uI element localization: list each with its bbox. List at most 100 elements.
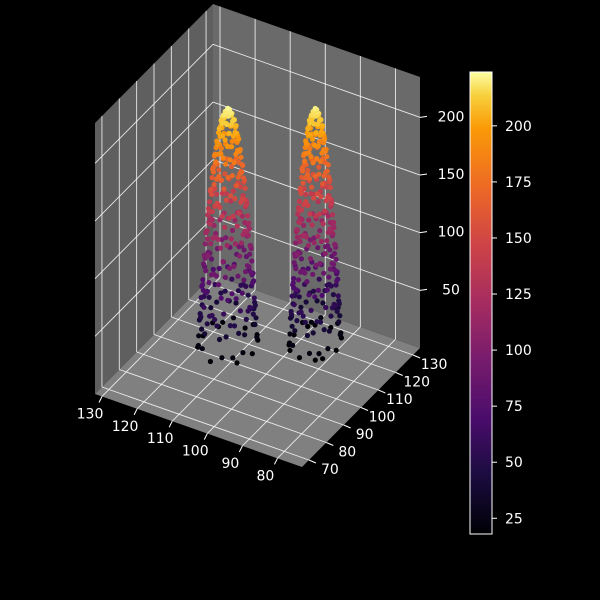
scatter-point — [224, 121, 230, 128]
scatter-point — [316, 276, 322, 282]
scatter-point — [204, 228, 210, 234]
scatter-point — [304, 172, 310, 178]
scatter-point — [322, 250, 328, 257]
scatter-point — [328, 201, 334, 207]
scatter-point — [254, 334, 260, 340]
scatter-point — [233, 151, 239, 157]
scatter-point — [329, 305, 336, 311]
z-tick-label: 50 — [442, 282, 460, 298]
scatter-point — [232, 217, 238, 223]
scatter-point — [200, 282, 206, 288]
scatter-point — [236, 330, 242, 336]
scatter-point — [322, 208, 328, 214]
scatter-point — [326, 328, 332, 334]
scatter-point — [238, 240, 244, 246]
scatter-point — [204, 321, 210, 327]
scatter-point — [232, 196, 238, 202]
z-tick-mark — [419, 231, 428, 234]
scatter-point — [226, 215, 232, 221]
scatter-point — [336, 319, 342, 325]
scatter-point — [222, 137, 228, 143]
scatter-point — [217, 245, 224, 251]
y-tick-label: 120 — [403, 375, 430, 391]
scatter-point — [241, 247, 247, 253]
scatter-point — [287, 347, 293, 353]
scatter-point — [229, 276, 235, 282]
scatter-point — [307, 211, 313, 217]
scatter-point — [220, 155, 226, 161]
scatter-point — [218, 295, 224, 301]
scatter-point — [308, 319, 314, 325]
x-tick-mark — [98, 396, 103, 403]
scatter-point — [203, 268, 209, 274]
grid-line — [153, 334, 362, 408]
z-tick-label: 150 — [438, 167, 465, 183]
scatter-point — [228, 122, 234, 128]
scatter-point — [332, 241, 338, 247]
scatter-point — [333, 347, 339, 353]
scatter-point — [223, 334, 229, 340]
scatter-point — [306, 217, 312, 223]
scatter-point — [325, 162, 331, 168]
scatter-point — [296, 219, 303, 225]
scatter-point — [196, 333, 202, 339]
scatter-point — [289, 293, 295, 299]
scatter-point — [318, 238, 325, 244]
scatter-point — [215, 141, 221, 147]
scatter-point — [312, 173, 318, 179]
scatter-point — [303, 191, 309, 197]
scatter-point — [222, 224, 228, 230]
scatter-point — [235, 288, 241, 294]
scatter-point — [304, 279, 310, 285]
scatter-point — [216, 167, 222, 173]
scatter-point — [228, 198, 234, 204]
scatter-point — [310, 136, 316, 142]
scatter-point — [335, 293, 341, 299]
scatter-point — [227, 323, 233, 329]
scatter-point — [213, 191, 220, 197]
scatter-point — [303, 299, 309, 305]
scatter-point — [327, 184, 333, 191]
x-tick-label: 90 — [221, 456, 239, 472]
scatter-point — [230, 315, 237, 321]
scatter-point — [331, 250, 338, 257]
scatter-point — [321, 270, 327, 276]
colorbar-tick-label: 100 — [505, 343, 532, 359]
scatter-point — [219, 355, 225, 361]
scatter-point — [201, 304, 207, 310]
scatter-point — [216, 265, 222, 272]
scatter-point — [230, 133, 236, 139]
scatter-point — [305, 167, 311, 173]
scatter-point — [318, 194, 324, 200]
grid-line — [94, 44, 214, 164]
scatter-point — [313, 213, 319, 219]
y-tick-label: 80 — [338, 445, 356, 461]
scatter-point — [229, 227, 236, 233]
scatter-point — [245, 292, 251, 298]
scatter-point — [243, 202, 249, 208]
scatter-point — [238, 154, 244, 160]
scatter-point — [321, 327, 327, 333]
scatter-point — [320, 300, 326, 306]
scatter-point — [231, 263, 237, 270]
scatter-point — [307, 132, 314, 138]
scatter-point — [315, 233, 321, 239]
scatter-point — [294, 318, 300, 324]
scatter-point — [312, 294, 318, 300]
y-tick-mark — [395, 372, 403, 376]
scatter-point — [296, 294, 302, 300]
y-tick-mark — [378, 389, 386, 394]
y-tick-mark — [326, 442, 334, 446]
scatter-point — [221, 311, 227, 317]
scatter-point — [209, 191, 215, 198]
scatter-point — [222, 171, 228, 177]
scatter-point — [229, 173, 235, 179]
scatter-point — [306, 176, 313, 182]
scatter-point — [292, 328, 298, 334]
scatter-point — [312, 105, 318, 112]
scatter-point — [313, 113, 319, 119]
scatter-point — [219, 213, 225, 219]
colorbar-tick-label: 50 — [505, 455, 523, 471]
scatter-point — [297, 185, 304, 191]
scatter-point — [240, 350, 246, 356]
